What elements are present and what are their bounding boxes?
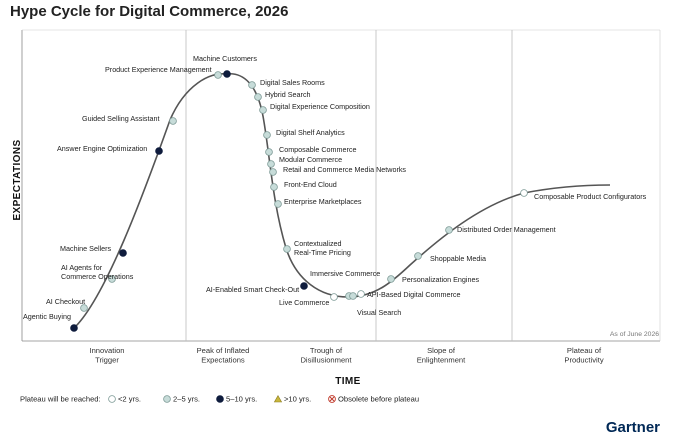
phase-dividers	[185, 30, 513, 341]
gartner-logo: Gartner	[606, 419, 660, 436]
point-composable-commerce	[265, 148, 273, 156]
point-answer-engine-optimization	[155, 147, 163, 155]
phase-4: Slope of Enlightenment	[417, 346, 466, 365]
point-shoppable-media	[414, 252, 422, 260]
label-digital-experience-composition: Digital Experience Composition	[270, 102, 370, 111]
legend-label-2to5: 2–5 yrs.	[173, 395, 200, 404]
label-composable-commerce: Composable Commerce	[279, 145, 357, 154]
point-machine-customers	[223, 70, 231, 78]
legend-label-obsolete: Obsolete before plateau	[338, 395, 419, 404]
as-of-note: As of June 2026	[610, 331, 659, 338]
label-personalization-engines: Personalization Engines	[402, 275, 480, 284]
label-live-commerce: Live Commerce	[279, 298, 329, 307]
phase-2: Peak of Inflated Expectations	[197, 346, 250, 365]
label-product-experience-management: Product Experience Management	[105, 65, 212, 74]
point-product-experience-management	[214, 71, 222, 79]
y-axis-title: EXPECTATIONS	[12, 139, 23, 220]
label-answer-engine-optimization: Answer Engine Optimization	[57, 144, 147, 153]
point-guided-selling-assistant	[169, 117, 177, 125]
point-digital-sales-rooms	[248, 81, 256, 89]
label-retail-and-commerce-media-networks: Retail and Commerce Media Networks	[283, 165, 406, 174]
point-digital-shelf-analytics	[263, 131, 271, 139]
legend-title: Plateau will be reached:	[20, 395, 101, 404]
label-guided-selling-assistant: Guided Selling Assistant	[82, 114, 160, 123]
label-ai-enabled-smart-check-out: AI-Enabled Smart Check-Out	[206, 285, 299, 294]
legend-marker-gt10	[273, 394, 283, 403]
label-ai-agents-for-commerce-operations: AI Agents for Commerce Operations	[61, 263, 134, 281]
point-front-end-cloud	[270, 183, 278, 191]
phase-1: Innovation Trigger	[89, 346, 124, 365]
x-axis-title: TIME	[335, 376, 361, 387]
point-contextualized-real-time-pricing	[283, 245, 291, 253]
label-modular-commerce: Modular Commerce	[279, 155, 342, 164]
point-agentic-buying	[70, 324, 78, 332]
label-machine-customers: Machine Customers	[193, 54, 257, 63]
plot-frame	[21, 29, 661, 342]
label-ai-checkout: AI Checkout	[46, 297, 85, 306]
point-enterprise-marketplaces	[274, 200, 282, 208]
label-contextualized-real-time-pricing: Contextualized Real-Time Pricing	[294, 239, 351, 257]
label-shoppable-media: Shoppable Media	[430, 254, 486, 263]
point-modular-commerce	[267, 160, 275, 168]
label-distributed-order-management: Distributed Order Management	[457, 225, 556, 234]
point-visual-search	[349, 292, 357, 300]
label-immersive-commerce: Immersive Commerce	[310, 269, 380, 278]
label-enterprise-marketplaces: Enterprise Marketplaces	[284, 197, 362, 206]
legend-marker-2to5	[163, 395, 171, 403]
legend-marker-obsolete-x	[329, 396, 335, 402]
technology-points	[70, 70, 528, 332]
legend-label-lt2: <2 yrs.	[118, 395, 141, 404]
label-agentic-buying: Agentic Buying	[23, 312, 71, 321]
point-composable-product-configurators	[520, 189, 528, 197]
point-api-based-digital-commerce	[357, 290, 365, 298]
label-front-end-cloud: Front-End Cloud	[284, 180, 337, 189]
phase-labels: Innovation Trigger Peak of Inflated Expecta…	[89, 346, 603, 365]
phase-3: Trough of Disillusionment	[300, 346, 352, 365]
legend: Plateau will be reached: <2 yrs. 2–5 yrs. 5…	[20, 395, 419, 404]
point-distributed-order-management	[445, 226, 453, 234]
legend-label-5to10: 5–10 yrs.	[226, 395, 257, 404]
point-ai-checkout	[80, 304, 88, 312]
label-digital-sales-rooms: Digital Sales Rooms	[260, 78, 325, 87]
label-composable-product-configurators: Composable Product Configurators	[534, 192, 647, 201]
point-live-commerce	[330, 293, 338, 301]
label-machine-sellers: Machine Sellers	[60, 244, 112, 253]
chart-title: Hype Cycle for Digital Commerce, 2026	[10, 3, 289, 20]
label-digital-shelf-analytics: Digital Shelf Analytics	[276, 128, 345, 137]
label-hybrid-search: Hybrid Search	[265, 90, 311, 99]
point-ai-enabled-smart-check-out	[300, 282, 308, 290]
point-machine-sellers	[119, 249, 127, 257]
legend-label-gt10: >10 yrs.	[284, 395, 311, 404]
point-hybrid-search	[254, 93, 262, 101]
label-visual-search: Visual Search	[357, 308, 401, 317]
legend-marker-lt2	[108, 395, 116, 403]
point-retail-and-commerce-media-networks	[269, 168, 277, 176]
label-api-based-digital-commerce: API-Based Digital Commerce	[367, 290, 460, 299]
point-personalization-engines	[387, 275, 395, 283]
point-ai-agents-for-commerce-operations	[108, 275, 116, 283]
point-digital-experience-composition	[259, 106, 267, 114]
legend-marker-5to10	[216, 395, 224, 403]
technology-labels: Agentic Buying AI Checkout AI Agents for Co…	[23, 54, 647, 321]
phase-5: Plateau of Productivity	[564, 346, 603, 365]
